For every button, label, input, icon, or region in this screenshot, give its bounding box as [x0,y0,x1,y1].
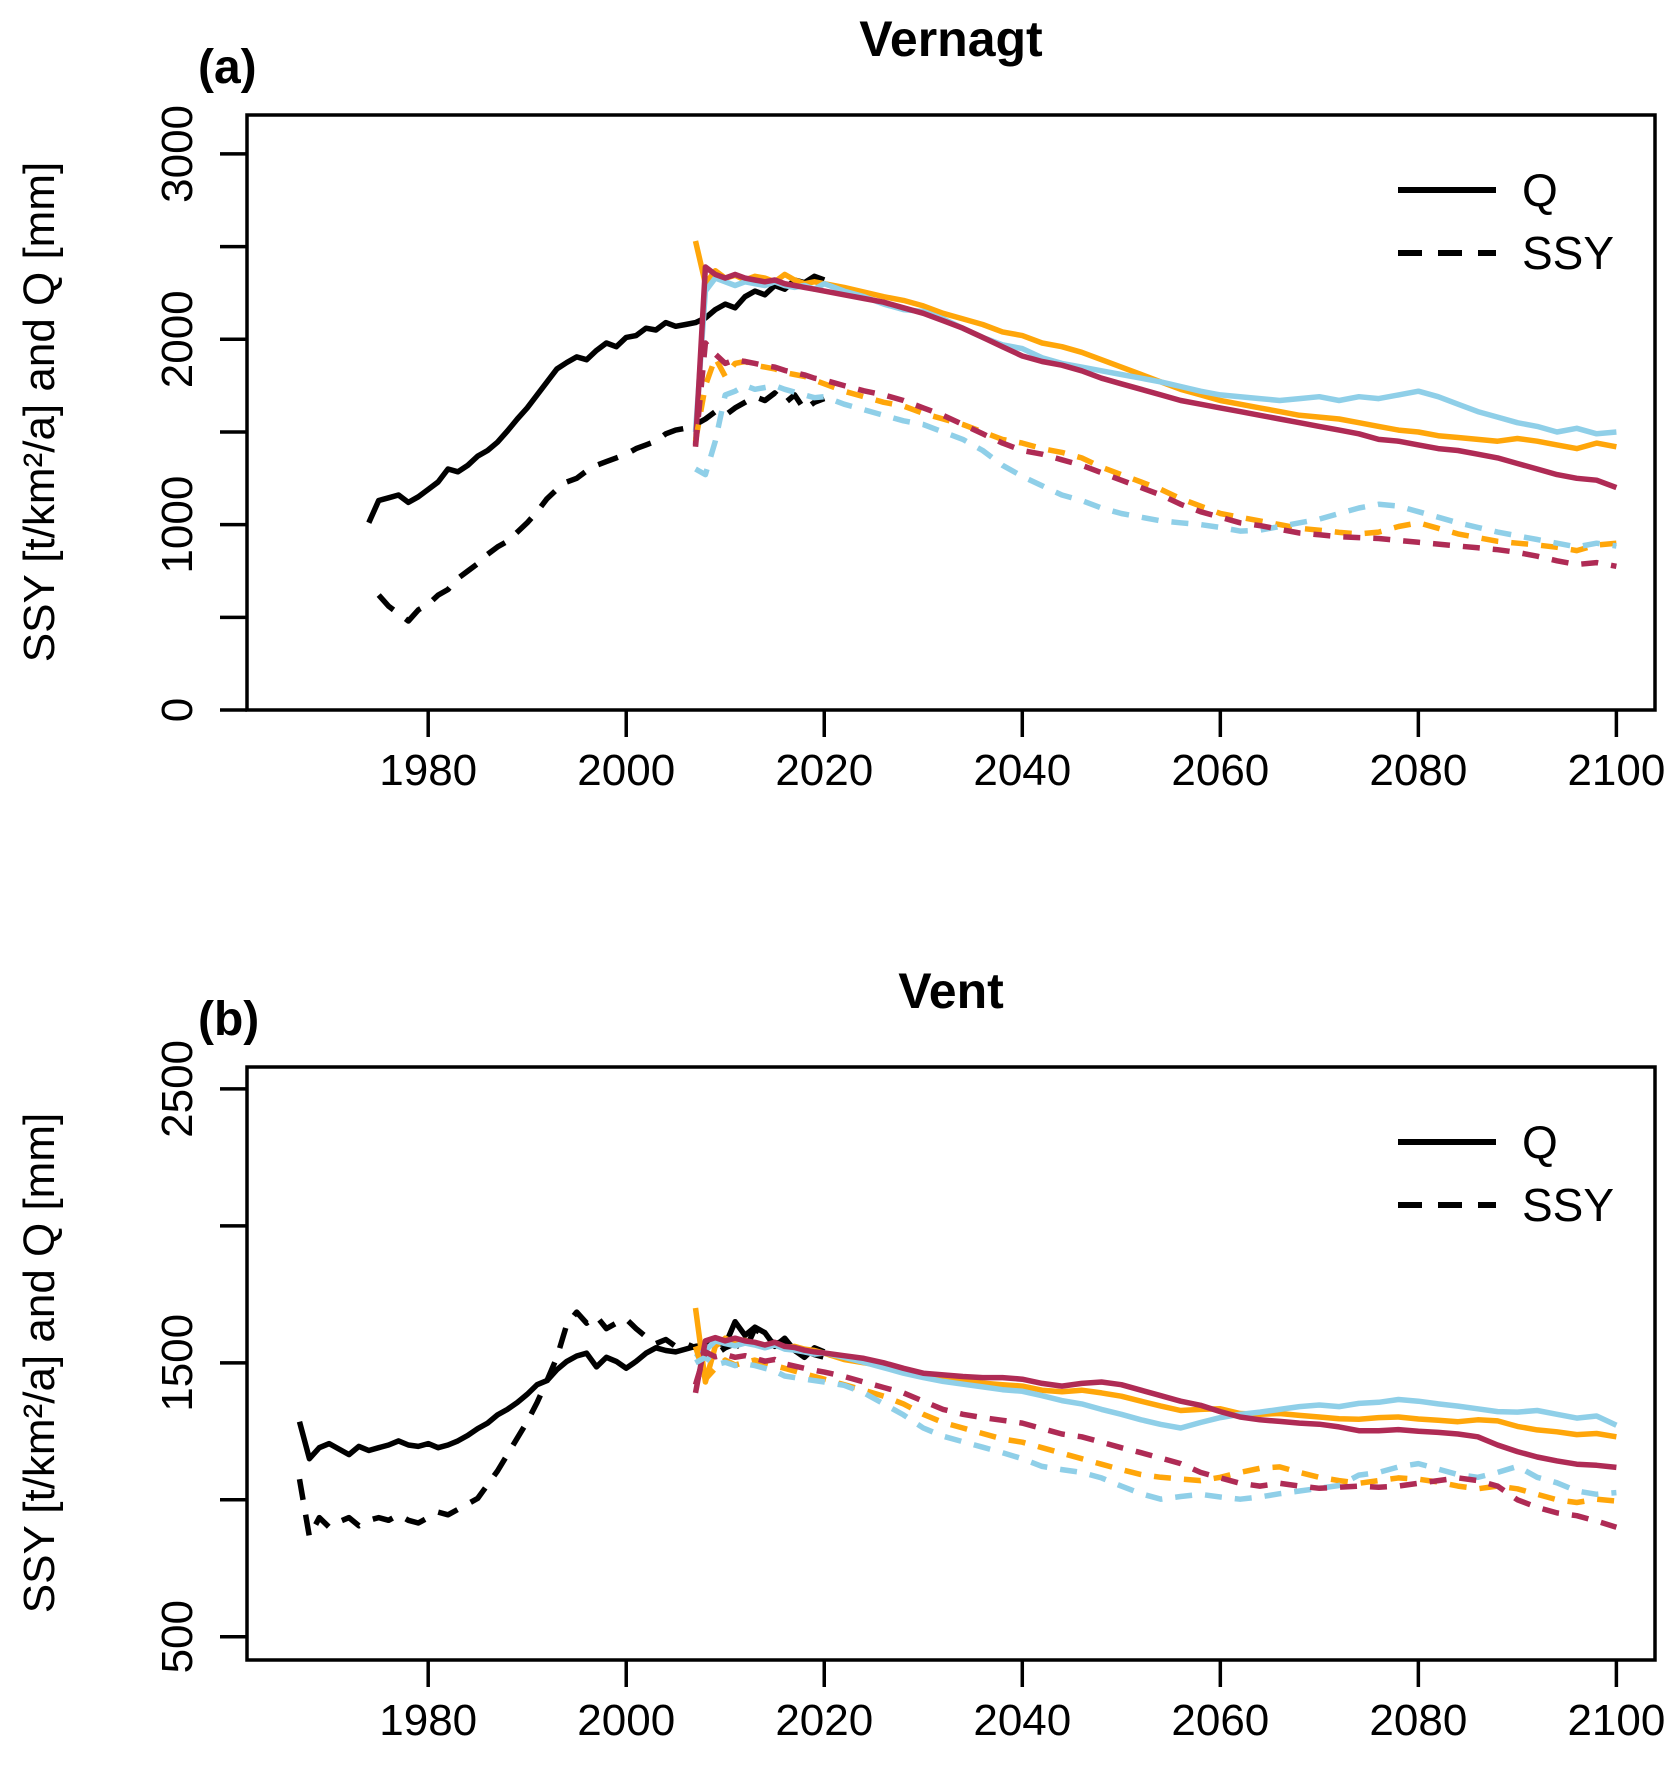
series-Q-scenario-darkred [692,1334,1617,1471]
series-SSY-observed [376,390,826,624]
panel-a-legend-ssy-label: SSY [1522,227,1615,279]
x-tick-label: 2100 [1567,746,1665,795]
panel-a-tag: (a) [198,41,257,94]
x-tick-label: 2020 [775,1696,873,1745]
panel-a-title: Vernagt [859,11,1043,67]
x-tick-label: 2060 [1171,746,1269,795]
series-Q-scenario-orange [692,240,1617,452]
panel-b-legend-q-label: Q [1522,1116,1558,1168]
y-tick-label: 2000 [153,290,202,388]
series-SSY-scenario-darkred [692,1349,1618,1530]
x-tick-label: 2060 [1171,1696,1269,1745]
x-tick-label: 1980 [379,1696,477,1745]
y-tick-label: 500 [153,1600,202,1673]
x-tick-label: 2080 [1369,1696,1467,1745]
y-tick-label: 2500 [153,1040,202,1138]
panel-b-y-axis-label: SSY [t/km²/a] and Q [mm] [15,1112,64,1614]
series-Q-scenario-skyblue [692,275,1617,437]
series-SSY-scenario-darkred [692,340,1617,570]
series-Q-observed [296,1318,826,1462]
panel-a-plot-box [245,113,1657,712]
x-tick-label: 2080 [1369,746,1467,795]
x-tick-label: 2040 [973,746,1071,795]
panel-b-tag: (b) [198,993,260,1046]
x-tick-label: 2100 [1567,1696,1665,1745]
x-tick-label: 2040 [973,1696,1071,1745]
y-tick-label: 1500 [153,1314,202,1412]
y-tick-label: 1000 [153,476,202,574]
panel-b-plot-box [245,1065,1657,1662]
x-tick-label: 1980 [379,746,477,795]
y-tick-label: 3000 [153,105,202,203]
series-SSY-scenario-skyblue [694,382,1617,550]
series-Q-scenario-darkred [692,264,1618,491]
series-SSY-scenario-orange [692,355,1617,554]
series-SSY-scenario-orange [692,1345,1617,1506]
y-tick-label: 0 [153,698,202,722]
series-Q-observed [366,273,826,524]
x-tick-label: 2000 [577,746,675,795]
panel-b-legend-ssy-label: SSY [1522,1179,1615,1231]
x-tick-label: 2000 [577,1696,675,1745]
series-SSY-scenario-skyblue [694,1354,1617,1502]
x-tick-label: 2020 [775,746,873,795]
panel-a-y-axis-label: SSY [t/km²/a] and Q [mm] [15,161,64,663]
panel-a-legend-q-label: Q [1522,164,1558,216]
panel-b-title: Vent [898,963,1004,1019]
